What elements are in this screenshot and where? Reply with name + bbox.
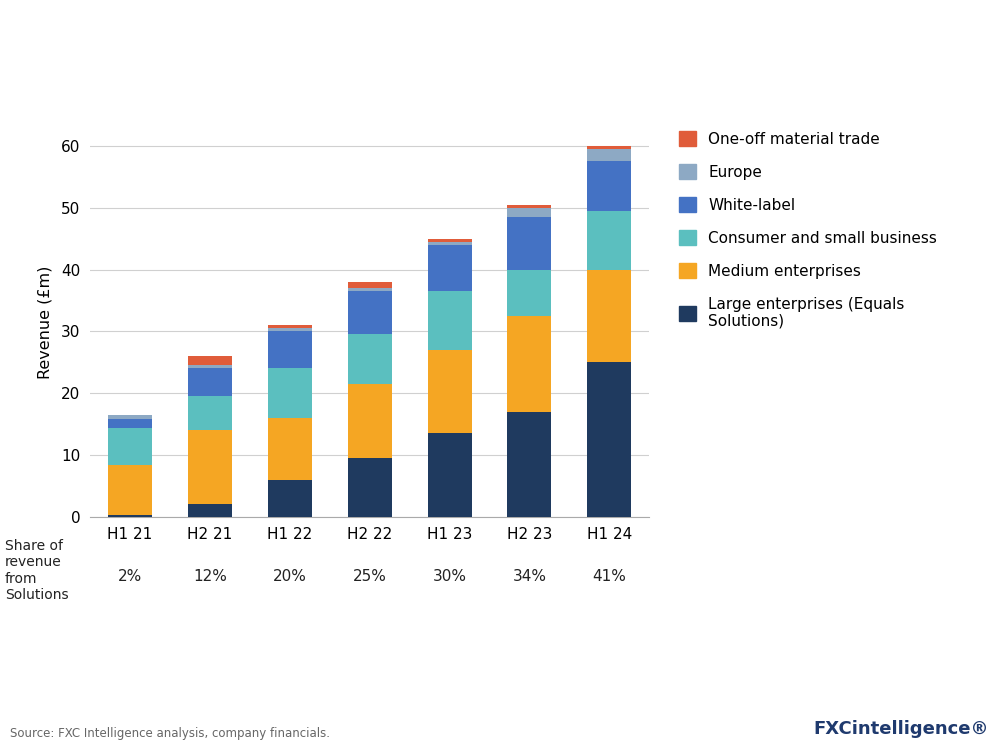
Legend: One-off material trade, Europe, White-label, Consumer and small business, Medium: One-off material trade, Europe, White-la… — [679, 131, 937, 329]
Text: FXCintelligence®: FXCintelligence® — [813, 720, 989, 738]
Bar — [587, 149, 631, 161]
Bar — [348, 335, 392, 384]
Bar — [268, 328, 312, 331]
Text: 41%: 41% — [592, 569, 626, 584]
Text: Share of
revenue
from
Solutions: Share of revenue from Solutions — [5, 539, 69, 602]
Bar — [587, 146, 631, 149]
Bar — [428, 239, 472, 242]
Bar — [188, 396, 232, 430]
Bar — [348, 288, 392, 291]
Bar — [268, 479, 312, 517]
Bar — [108, 419, 152, 428]
Bar — [188, 504, 232, 517]
Text: 12%: 12% — [193, 569, 227, 584]
Text: 25%: 25% — [353, 569, 387, 584]
Text: Equals has increasingly shifted to cater to large enterprises: Equals has increasingly shifted to cater… — [15, 22, 865, 46]
Text: 2%: 2% — [118, 569, 142, 584]
Bar — [188, 366, 232, 369]
Bar — [428, 242, 472, 245]
Bar — [108, 428, 152, 465]
Bar — [348, 458, 392, 517]
Bar — [428, 434, 472, 517]
Bar — [268, 325, 312, 328]
Bar — [268, 369, 312, 418]
Bar — [268, 418, 312, 479]
Bar — [188, 369, 232, 396]
Bar — [428, 245, 472, 291]
Text: 34%: 34% — [512, 569, 546, 584]
Bar — [348, 291, 392, 335]
Bar — [188, 356, 232, 366]
Text: Equals Group half-yearly revenues by segment, 2021-2024: Equals Group half-yearly revenues by seg… — [15, 76, 505, 94]
Bar — [348, 384, 392, 458]
Bar — [108, 465, 152, 515]
Bar — [108, 515, 152, 517]
Bar — [507, 412, 551, 517]
Bar — [268, 331, 312, 369]
Bar — [507, 207, 551, 217]
Bar — [587, 210, 631, 270]
Bar — [428, 350, 472, 434]
Y-axis label: Revenue (£m): Revenue (£m) — [38, 265, 53, 379]
Bar — [587, 270, 631, 363]
Bar — [507, 217, 551, 270]
Bar — [507, 204, 551, 207]
Bar — [188, 430, 232, 504]
Text: 20%: 20% — [273, 569, 307, 584]
Bar — [587, 363, 631, 517]
Text: Source: FXC Intelligence analysis, company financials.: Source: FXC Intelligence analysis, compa… — [10, 727, 330, 740]
Bar — [587, 161, 631, 210]
Text: 30%: 30% — [433, 569, 467, 584]
Bar — [348, 282, 392, 288]
Bar — [108, 415, 152, 419]
Bar — [507, 316, 551, 412]
Bar — [507, 270, 551, 316]
Bar — [428, 291, 472, 350]
